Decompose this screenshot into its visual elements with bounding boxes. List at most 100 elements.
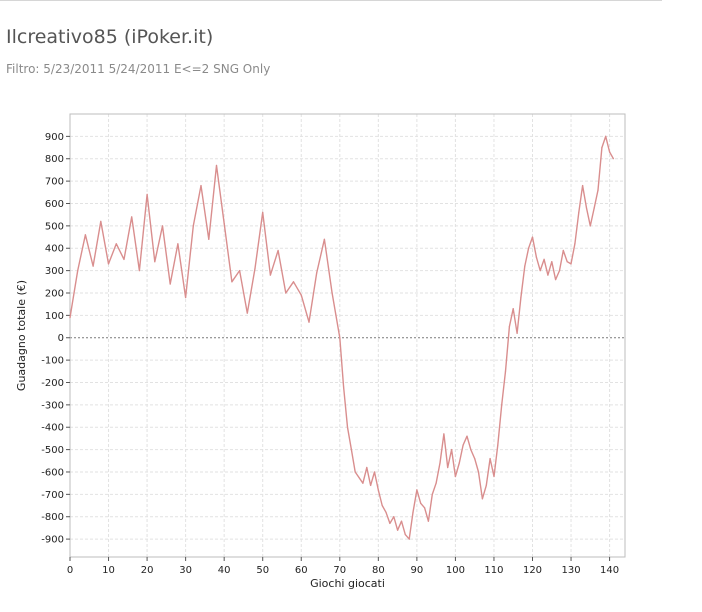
data-point [443,433,445,435]
data-point [609,151,611,153]
filter-description: Filtro: 5/23/2011 5/24/2011 E<=2 SNG Onl… [6,62,271,76]
data-point [597,189,599,191]
data-point [200,185,202,187]
x-tick-label: 100 [446,565,465,576]
data-point [466,435,468,437]
y-tick-label: 800 [45,154,64,165]
data-point [350,449,352,451]
data-point [585,207,588,209]
data-point [531,236,534,238]
x-tick-label: 10 [102,565,115,576]
x-tick-label: 0 [67,565,73,576]
y-tick-label: 0 [58,333,64,344]
y-tick-label: -900 [41,535,64,546]
data-point [435,482,437,484]
data-point [254,267,256,269]
y-tick-label: 200 [45,288,64,299]
y-tick-label: 600 [45,199,64,210]
data-point [285,292,287,294]
data-point [177,243,179,245]
x-tick-label: 20 [141,565,154,576]
data-point [493,475,495,478]
data-point [454,475,456,478]
data-point [262,211,264,213]
data-point [223,223,225,225]
data-point [481,498,483,500]
y-tick-label: -100 [41,356,64,367]
data-point [100,220,102,222]
data-point [458,462,460,464]
data-point [161,225,164,227]
data-point [300,294,302,296]
data-point [512,308,514,310]
y-tick-label: 900 [45,132,64,143]
x-tick-label: 90 [411,565,424,576]
y-tick-label: 700 [45,177,64,188]
data-point [589,225,591,227]
y-axis-title: Guadagno totale (€) [15,280,28,391]
data-point [397,529,399,531]
data-point [539,270,541,272]
x-tick-label: 80 [372,565,385,576]
data-point [558,270,561,272]
data-point [138,270,140,272]
data-point [169,283,171,285]
data-point [385,511,387,513]
x-tick-label: 130 [561,565,580,576]
y-tick-label: -600 [41,467,64,478]
x-tick-label: 30 [179,565,192,576]
data-point [146,193,148,196]
data-point [412,511,414,513]
data-point [377,489,379,491]
data-point [331,292,333,294]
data-point [208,238,210,240]
data-point [431,493,433,495]
y-tick-label: 500 [45,221,64,232]
data-point [516,332,518,334]
data-point [562,249,564,252]
data-point [566,261,568,263]
series-points [69,135,615,540]
y-tick-label: 300 [45,266,64,277]
x-tick-label: 50 [256,565,269,576]
page-title: Ilcreativo85 (iPoker.it) [6,26,214,48]
data-point [69,317,71,319]
data-point [246,312,248,314]
data-point [366,466,368,469]
y-axis-ticks: 900 800 700 600 500 400 300 200 100 0 -100 -200 -300… [41,132,70,546]
data-point [501,404,503,406]
data-point [439,462,441,464]
top-divider [0,0,662,1]
grid-lines [70,114,625,557]
x-tick-label: 60 [295,565,308,576]
data-point [77,270,79,272]
data-point [477,471,480,473]
data-point [354,471,356,473]
data-point [84,234,86,236]
data-point [543,258,545,260]
y-tick-label: -500 [41,445,64,456]
data-point [400,520,403,522]
data-point [131,216,133,218]
y-tick-label: -300 [41,400,64,411]
x-tick-label: 110 [484,565,503,576]
data-point [504,370,507,372]
y-tick-label: 100 [45,311,64,322]
data-point [231,281,233,283]
data-point [551,261,553,263]
data-point [574,243,576,245]
data-point [451,449,453,451]
data-point [362,482,364,484]
data-point [470,449,472,451]
data-point [605,135,607,137]
data-point [424,507,426,509]
data-point [373,471,376,473]
data-point [107,263,110,265]
data-point [447,466,449,469]
data-point [524,265,526,267]
data-point [489,458,491,460]
data-point [308,321,310,323]
data-point [277,249,279,252]
y-tick-label: -800 [41,512,64,523]
